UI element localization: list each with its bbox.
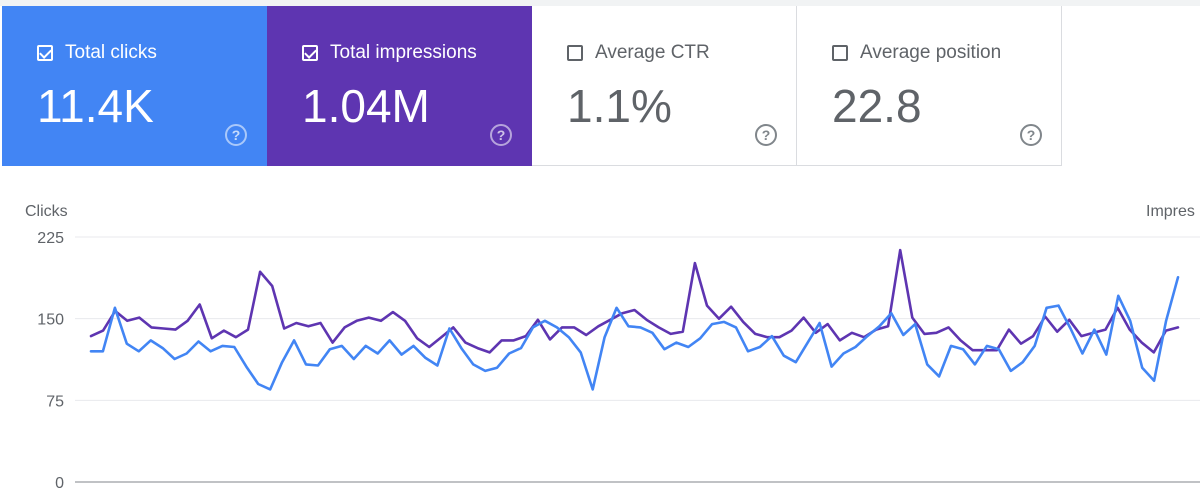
metric-label: Total impressions [330,42,477,63]
help-icon[interactable]: ? [1020,124,1042,146]
metric-label: Total clicks [65,42,157,63]
y-tick-label: 75 [46,393,64,410]
metric-value: 1.04M [302,80,430,132]
y-tick-label: 150 [37,312,64,329]
help-icon[interactable]: ? [755,124,777,146]
metric-value: 1.1% [567,80,672,132]
metric-label: Average CTR [595,42,710,63]
metric-value: 11.4K [37,80,154,132]
y-axis-right-title: Impres [1146,203,1195,220]
help-icon[interactable]: ? [225,124,247,146]
top-strip [0,0,1200,6]
checkbox-unchecked-icon[interactable] [832,45,848,61]
metric-header: Total impressions [302,42,477,64]
series-line-impressions [89,248,1180,354]
metric-card-average-ctr[interactable]: Average CTR 1.1% ? [532,6,797,166]
checkbox-checked-icon[interactable] [37,45,53,61]
series-line-clicks [89,275,1180,391]
y-axis-left-title: Clicks [25,203,68,220]
metric-header: Average CTR [567,42,710,64]
metric-card-total-clicks[interactable]: Total clicks 11.4K ? [2,6,267,166]
checkbox-checked-icon[interactable] [302,45,318,61]
y-tick-label: 225 [37,230,64,247]
metric-cards: Total clicks 11.4K ? Total impressions 1… [2,6,1062,166]
metric-value: 22.8 [832,80,922,132]
checkbox-unchecked-icon[interactable] [567,45,583,61]
help-icon[interactable]: ? [490,124,512,146]
line-chart: 225 150 75 0 [37,230,1200,492]
metric-card-average-position[interactable]: Average position 22.8 ? [797,6,1062,166]
y-tick-label: 0 [55,475,64,492]
metric-header: Total clicks [37,42,157,64]
metric-card-total-impressions[interactable]: Total impressions 1.04M ? [267,6,532,166]
metric-label: Average position [860,42,1002,63]
metric-header: Average position [832,42,1001,64]
